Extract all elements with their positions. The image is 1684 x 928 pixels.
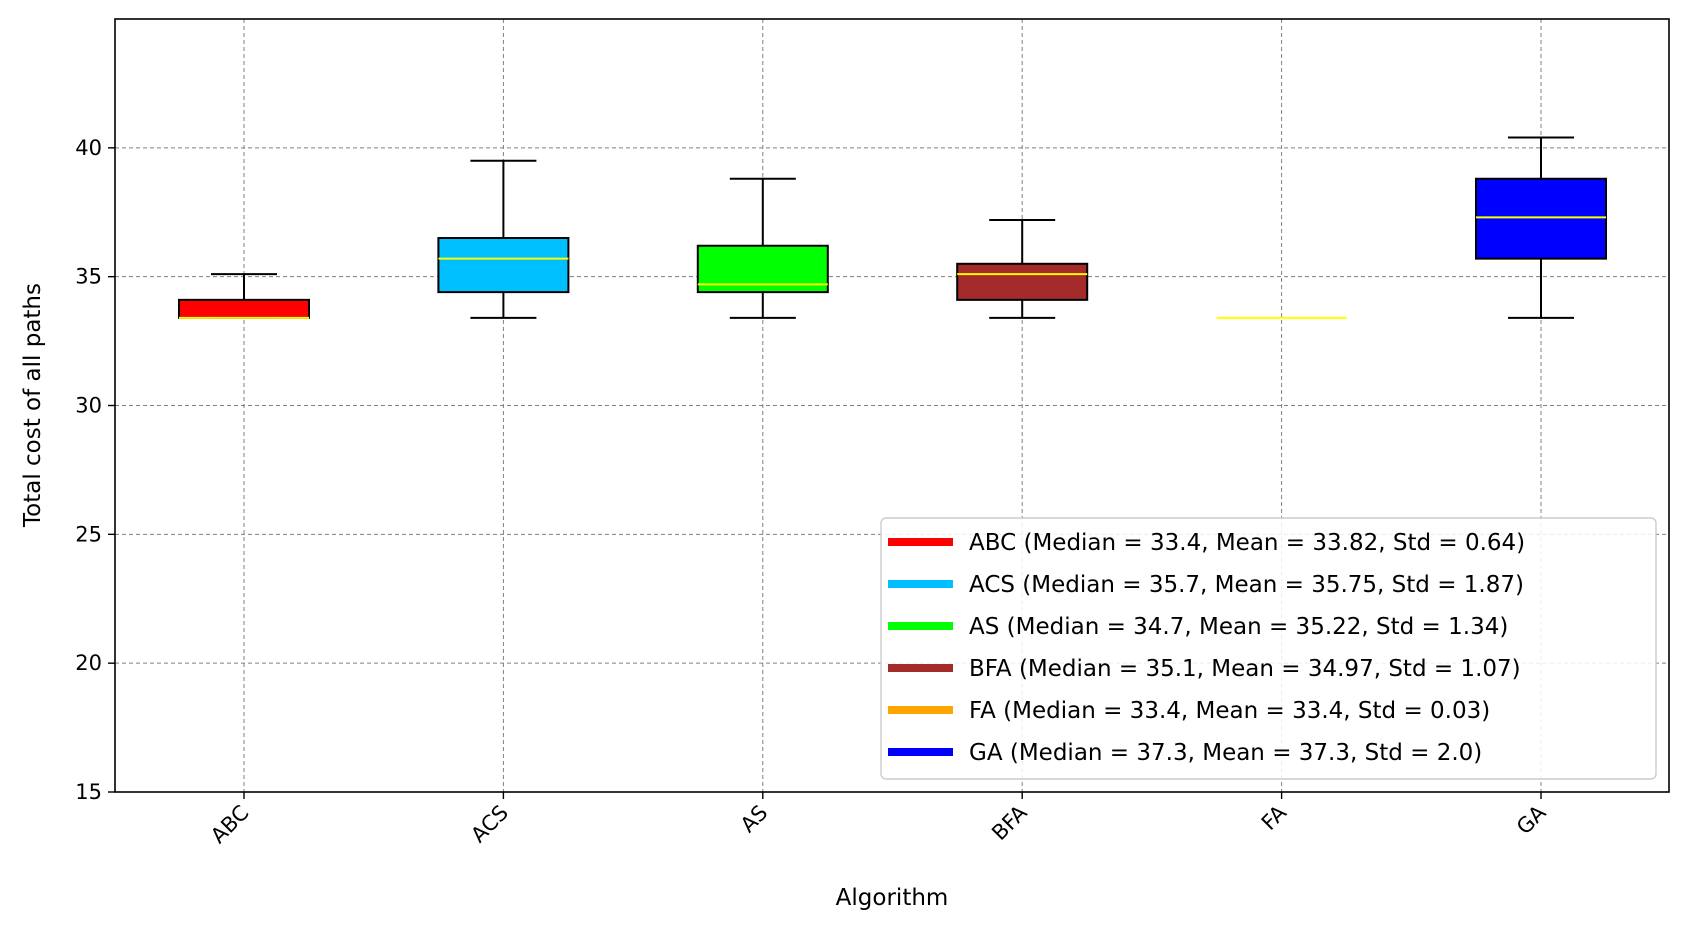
- x-tick-label: ACS: [466, 801, 513, 848]
- box-body: [437, 237, 570, 294]
- box-bfa: [956, 218, 1089, 319]
- x-tick-label: FA: [1257, 800, 1292, 835]
- legend: ABC (Median = 33.4, Mean = 33.82, Std = …: [880, 517, 1657, 780]
- box-body: [956, 262, 1089, 301]
- x-tick-label: BFA: [987, 800, 1032, 845]
- box-abc: [178, 273, 310, 319]
- legend-item-acs: ACS (Median = 35.7, Mean = 35.75, Std = …: [888, 572, 1524, 598]
- x-tick-label: GA: [1512, 800, 1551, 839]
- box-ga: [1475, 136, 1607, 319]
- legend-item-as: AS (Median = 34.7, Mean = 35.22, Std = 1…: [888, 614, 1508, 640]
- box-as: [696, 177, 829, 319]
- legend-label: ACS (Median = 35.7, Mean = 35.75, Std = …: [969, 572, 1524, 598]
- x-axis-label: Algorithm: [836, 885, 949, 911]
- box-body: [1475, 177, 1607, 260]
- legend-label: BFA (Median = 35.1, Mean = 34.97, Std = …: [969, 656, 1521, 682]
- y-tick-label: 40: [75, 136, 102, 160]
- legend-item-abc: ABC (Median = 33.4, Mean = 33.82, Std = …: [888, 530, 1525, 556]
- box-body: [178, 298, 310, 319]
- legend-frame: [880, 517, 1657, 780]
- x-tick-label: ABC: [206, 801, 253, 848]
- y-axis-label: Total cost of all paths: [20, 283, 46, 528]
- legend-label: GA (Median = 37.3, Mean = 37.3, Std = 2.…: [969, 740, 1482, 766]
- legend-item-fa: FA (Median = 33.4, Mean = 33.4, Std = 0.…: [888, 698, 1490, 724]
- y-tick-label: 20: [75, 651, 102, 675]
- x-tick-label: AS: [736, 801, 773, 838]
- box-acs: [437, 159, 570, 319]
- legend-label: AS (Median = 34.7, Mean = 35.22, Std = 1…: [969, 614, 1508, 640]
- y-tick-label: 35: [75, 265, 102, 289]
- y-tick-label: 25: [75, 522, 102, 546]
- legend-item-ga: GA (Median = 37.3, Mean = 37.3, Std = 2.…: [888, 740, 1482, 766]
- y-tick-label: 30: [75, 394, 102, 418]
- box-series: [178, 136, 1607, 319]
- legend-label: FA (Median = 33.4, Mean = 33.4, Std = 0.…: [969, 698, 1490, 724]
- y-tick-label: 15: [75, 780, 102, 804]
- legend-label: ABC (Median = 33.4, Mean = 33.82, Std = …: [969, 530, 1525, 556]
- legend-item-bfa: BFA (Median = 35.1, Mean = 34.97, Std = …: [888, 656, 1521, 682]
